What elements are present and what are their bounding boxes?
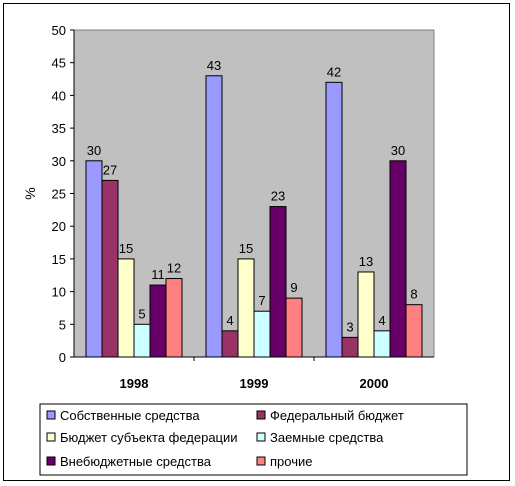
y-tick-label: 5 (59, 317, 66, 332)
legend-swatch (46, 432, 56, 442)
bar (165, 278, 183, 358)
data-label: 8 (410, 287, 417, 302)
data-label: 15 (119, 241, 133, 256)
x-tick-label: 2000 (360, 376, 389, 391)
data-label: 42 (327, 64, 341, 79)
bar (325, 81, 343, 358)
bar (149, 284, 167, 358)
bar (253, 310, 271, 358)
legend-entry: Внебюджетные средства (60, 454, 212, 469)
y-tick-label: 20 (52, 219, 66, 234)
y-tick-label: 10 (52, 285, 66, 300)
y-axis-label: % (22, 187, 38, 199)
data-label: 43 (207, 58, 221, 73)
legend-entry: Заемные средства (270, 430, 384, 445)
legend-swatch (256, 456, 266, 466)
bar (117, 258, 135, 358)
y-tick-label: 15 (52, 252, 66, 267)
legend-entry: прочие (270, 454, 312, 469)
legend-swatch (256, 432, 266, 442)
legend-entry: Федеральный бюджет (270, 408, 404, 423)
y-tick-label: 30 (52, 154, 66, 169)
data-label: 11 (151, 267, 165, 282)
legend-entry: Бюджет субъекта федерации (60, 430, 238, 445)
y-tick-label: 45 (52, 56, 66, 71)
legend-swatch (256, 410, 266, 420)
bar (357, 271, 375, 358)
y-tick-label: 35 (52, 121, 66, 136)
x-tick-label: 1999 (240, 376, 269, 391)
legend-swatch (46, 456, 56, 466)
data-label: 23 (271, 189, 285, 204)
bar (221, 330, 239, 358)
data-label: 7 (258, 293, 265, 308)
legend-swatch (46, 410, 56, 420)
legend-box (39, 403, 468, 476)
y-tick-label: 40 (52, 88, 66, 103)
bar (205, 75, 223, 358)
bar (285, 297, 303, 358)
bar (85, 160, 103, 358)
bar (373, 330, 391, 358)
data-label: 30 (391, 143, 405, 158)
bar (341, 336, 359, 358)
data-label: 15 (239, 241, 253, 256)
data-label: 30 (87, 143, 101, 158)
data-label: 12 (167, 261, 181, 276)
bar (101, 179, 119, 358)
x-tick-label: 1998 (120, 376, 149, 391)
y-tick-label: 25 (52, 187, 66, 202)
y-tick-label: 50 (52, 23, 66, 38)
bar (389, 160, 407, 358)
data-label: 4 (378, 313, 385, 328)
legend-entry: Собственные средства (60, 408, 200, 423)
bar (405, 304, 423, 358)
data-label: 9 (290, 280, 297, 295)
data-label: 4 (226, 313, 233, 328)
y-tick-label: 0 (59, 350, 66, 365)
data-label: 3 (346, 319, 353, 334)
data-label: 27 (103, 162, 117, 177)
data-label: 5 (138, 306, 145, 321)
data-label: 13 (359, 254, 373, 269)
bar (133, 323, 151, 358)
bar (237, 258, 255, 358)
bar (269, 206, 287, 358)
